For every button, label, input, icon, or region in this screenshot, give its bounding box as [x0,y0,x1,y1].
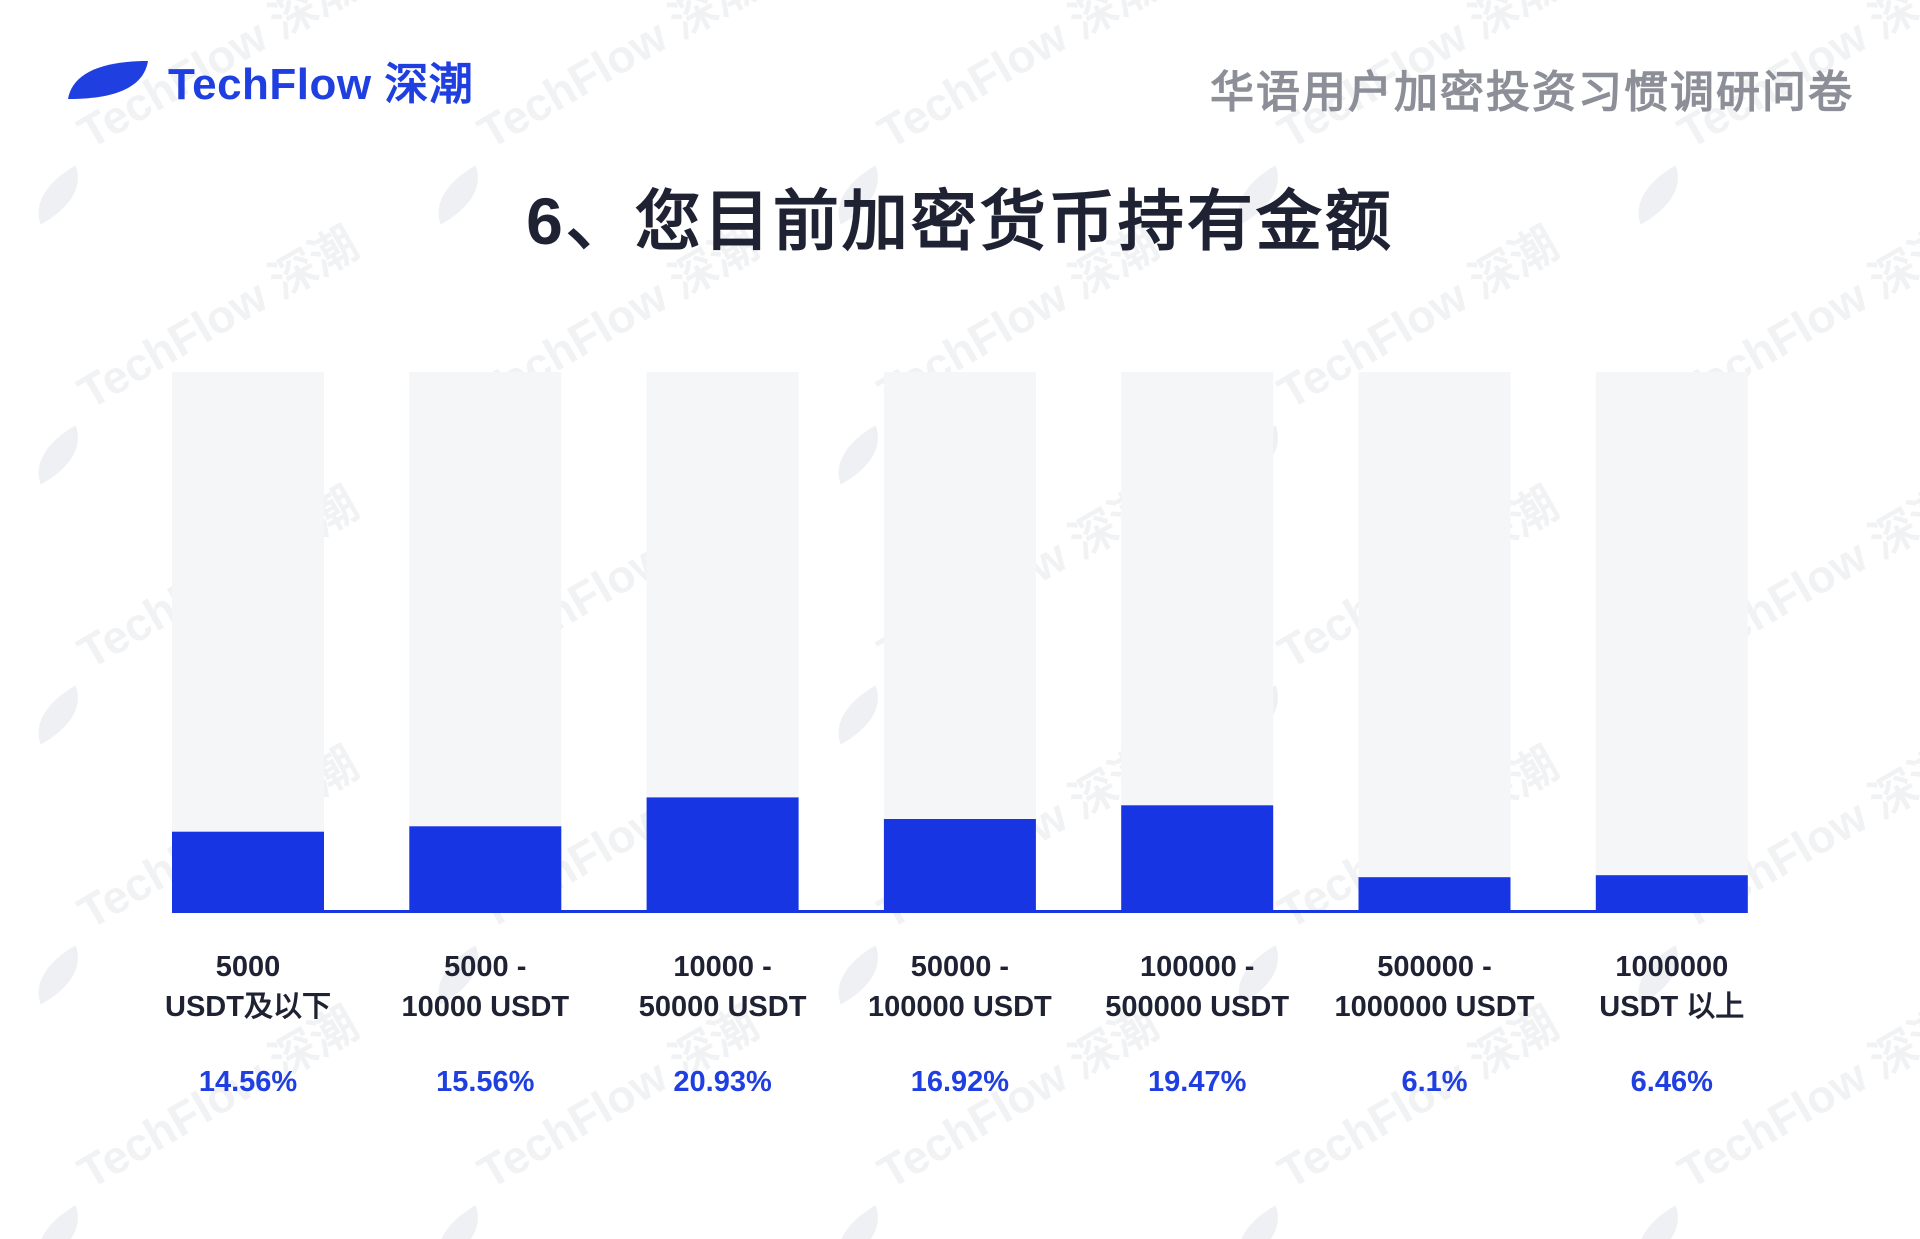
category-label-line: 1000000 USDT [1334,991,1535,1023]
value-label: 19.47% [1148,1066,1247,1098]
category-label-line: 10000 - [673,951,772,983]
brand-logo: TechFlow 深潮 [64,52,473,109]
category-label-line: 50000 - [910,951,1010,983]
bar [1358,877,1511,910]
category-label: 500000 - 1000000 USDT [1317,947,1553,1027]
category-label-line: 500000 USDT [1105,991,1290,1023]
category-label-line: 50000 USDT [638,991,807,1023]
value-label: 20.93% [673,1066,772,1098]
category-label: 50000 - 100000 USDT [842,947,1078,1027]
value-label: 16.92% [910,1066,1010,1098]
category-label: 1000000 USDT 以上 [1554,947,1790,1027]
brand-name: TechFlow 深潮 [168,60,474,109]
category-label-line: 10000 USDT [401,991,570,1023]
category-label-line: 100000 USDT [868,991,1052,1023]
value-label: 6.1% [1401,1066,1468,1098]
bar [646,797,799,910]
category-label-line: 5000 [215,951,281,983]
category-label: 100000 - 500000 USDT [1079,947,1315,1027]
bar [1595,875,1748,910]
bar [1121,805,1274,910]
bar-track [1358,372,1511,910]
category-label-line: 500000 - [1377,951,1492,983]
bar [409,826,562,910]
category-label: 5000 USDT及以下 [130,947,366,1027]
bar-track [172,372,324,910]
techflow-leaf-icon [68,61,148,99]
bar [172,831,324,910]
category-label-line: USDT及以下 [165,991,331,1023]
category-label: 5000 - 10000 USDT [367,947,603,1027]
category-label-line: USDT 以上 [1599,991,1745,1023]
bar-track [409,372,562,910]
category-label-line: 1000000 [1615,951,1729,983]
value-label: 15.56% [436,1066,535,1098]
value-label: 6.46% [1630,1066,1713,1098]
value-label: 14.56% [198,1066,298,1098]
category-label-line: 100000 - [1139,951,1255,983]
bar-track [1595,372,1748,910]
category-label-line: 5000 - [444,951,527,983]
bar [883,819,1036,910]
category-label: 10000 - 50000 USDT [605,947,841,1027]
page-title: 6、您目前加密货币持有金额 [526,184,1394,258]
survey-title: 华语用户加密投资习惯调研问卷 [1210,68,1854,117]
